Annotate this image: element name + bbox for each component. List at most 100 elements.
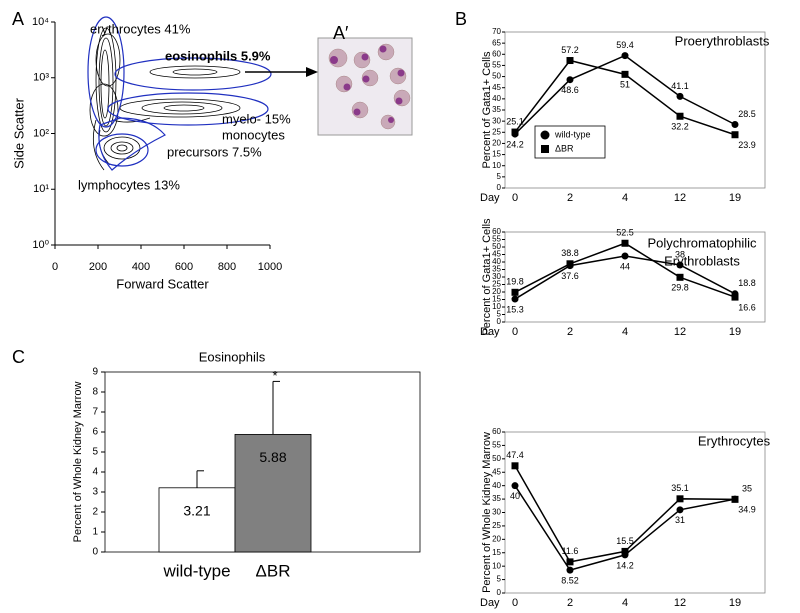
x-tick-label: 2 [567,326,573,338]
x-tick-label: 19 [729,192,741,204]
marker [731,131,739,139]
nucleus [361,53,369,61]
data-label: 25.1 [506,116,524,126]
series-line [514,465,736,563]
y-tick-label: 35 [492,265,501,274]
marker [621,547,629,555]
gates [87,16,272,171]
y-tick-label: 55 [492,441,501,450]
marker [511,295,519,303]
arrowhead [306,67,318,77]
nucleus [343,83,351,91]
y-tick-label: 7 [92,407,98,418]
marker [566,566,574,574]
marker [676,506,684,514]
contour [149,65,241,79]
chart-title: Proerythroblasts [675,33,770,48]
x-tick-label: 2 [567,192,573,204]
data-label: 35 [742,483,752,493]
x-tick-label: 4 [622,326,628,338]
x-axis-label: Day [480,326,500,338]
y-tick-label: 55 [492,235,501,244]
cell [353,51,371,69]
y-tick-label: 9 [92,367,98,378]
x-tick-label: 2 [567,597,573,609]
y-tick-label: 30 [492,272,501,281]
x-tick-label: 19 [729,597,741,609]
y-axis-label: Percent of Whole Kidney Marrow [72,382,84,543]
cell [389,67,407,85]
y-tick-label: 50 [492,454,501,463]
y-axis-label: Side Scatter [11,97,26,168]
y-tick-label: 0 [497,183,502,192]
contour [89,83,119,137]
y-tick-label: 45 [492,83,501,92]
contour [103,136,141,160]
data-label: 28.5 [738,109,756,119]
inset-label: A′ [333,23,349,43]
y-tick-label: 4 [92,467,98,478]
y-tick-label: 15 [492,295,501,304]
marker [566,558,574,566]
y-tick-label: 30 [492,508,501,517]
data-label: 38 [675,249,685,259]
y-tick-label: 60 [492,427,501,436]
x-tick-label: 12 [674,192,686,204]
x-tick-label: 4 [622,192,628,204]
x-tick-label: 400 [132,261,150,273]
y-tick-label: 5 [497,172,502,181]
y-tick-label: 60 [492,227,501,236]
data-label: 44 [620,261,630,271]
x-tick-label: ΔBR [256,561,291,580]
x-tick-label: 19 [729,326,741,338]
inset-image [317,37,413,136]
annotation: eosinophils 5.9% [165,48,271,63]
plot-frame [504,31,766,189]
y-tick-label: 65 [492,38,501,47]
cell [335,75,353,93]
marker [731,495,739,503]
nucleus [362,75,370,83]
panel-label: C [12,347,25,367]
data-label: 35.1 [671,483,689,493]
y-tick-label: 20 [492,139,501,148]
marker [676,112,684,120]
data-label: 14.2 [616,560,634,570]
marker [566,76,574,84]
data-label: 59.4 [616,40,634,50]
contour [163,104,205,112]
data-label: 37.6 [561,271,579,281]
x-tick-label: 200 [89,261,107,273]
marker [731,293,739,301]
marker [511,462,519,470]
annotation: erythrocytes 41% [90,21,191,36]
x-tick-label: 1000 [258,261,282,273]
nucleus [353,108,361,116]
x-axis-label: Day [480,597,500,609]
y-tick-label: 55 [492,61,501,70]
contour [116,144,128,152]
data-label: 24.2 [506,139,524,149]
data-label: 47.4 [506,450,524,460]
y-tick-label: 10¹ [33,183,49,195]
series-line [514,54,736,135]
data-label: 48.6 [561,85,579,95]
marker [676,261,684,269]
x-tick-label: 800 [218,261,236,273]
x-tick-label: wild-type [162,561,230,580]
y-tick-label: 0 [497,317,502,326]
nucleus [388,117,394,123]
y-tick-label: 60 [492,49,501,58]
y-tick-label: 10⁴ [32,16,49,28]
contour [141,101,223,115]
y-tick-label: 0 [92,547,98,558]
x-tick-label: 12 [674,326,686,338]
nucleus [397,69,405,77]
x-tick-label: 12 [674,597,686,609]
y-tick-label: 45 [492,467,501,476]
cell [393,89,411,107]
y-tick-label: 2 [92,507,98,518]
data-label: 41.1 [671,81,689,91]
y-tick-label: 1 [92,527,98,538]
